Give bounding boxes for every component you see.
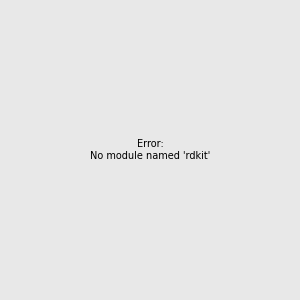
Text: Error:
No module named 'rdkit': Error: No module named 'rdkit' bbox=[90, 139, 210, 161]
